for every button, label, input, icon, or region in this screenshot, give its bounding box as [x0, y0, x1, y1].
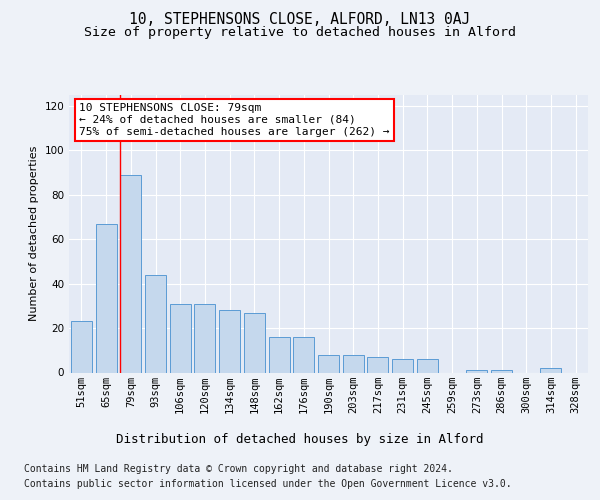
Bar [318, 354, 339, 372]
Bar [491, 370, 512, 372]
Bar [194, 304, 215, 372]
Bar [269, 337, 290, 372]
Bar [244, 312, 265, 372]
Bar [343, 354, 364, 372]
Y-axis label: Number of detached properties: Number of detached properties [29, 146, 39, 322]
Bar [392, 359, 413, 372]
Bar [170, 304, 191, 372]
Text: 10, STEPHENSONS CLOSE, ALFORD, LN13 0AJ: 10, STEPHENSONS CLOSE, ALFORD, LN13 0AJ [130, 12, 470, 28]
Text: Contains HM Land Registry data © Crown copyright and database right 2024.: Contains HM Land Registry data © Crown c… [24, 464, 453, 474]
Bar [145, 275, 166, 372]
Text: 10 STEPHENSONS CLOSE: 79sqm
← 24% of detached houses are smaller (84)
75% of sem: 10 STEPHENSONS CLOSE: 79sqm ← 24% of det… [79, 104, 390, 136]
Text: Size of property relative to detached houses in Alford: Size of property relative to detached ho… [84, 26, 516, 39]
Bar [95, 224, 116, 372]
Text: Distribution of detached houses by size in Alford: Distribution of detached houses by size … [116, 432, 484, 446]
Bar [120, 175, 141, 372]
Bar [541, 368, 562, 372]
Text: Contains public sector information licensed under the Open Government Licence v3: Contains public sector information licen… [24, 479, 512, 489]
Bar [417, 359, 438, 372]
Bar [367, 357, 388, 372]
Bar [293, 337, 314, 372]
Bar [219, 310, 240, 372]
Bar [466, 370, 487, 372]
Bar [71, 322, 92, 372]
